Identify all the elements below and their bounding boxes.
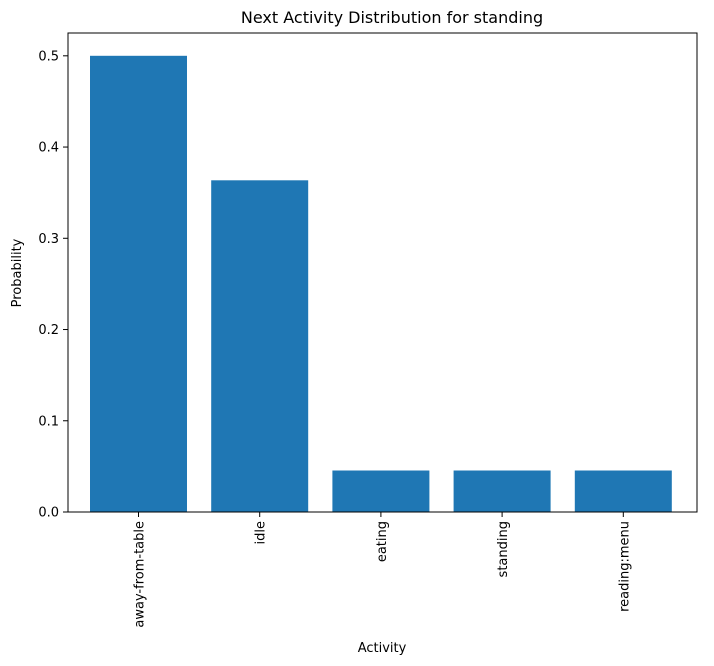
y-tick-label: 0.5 <box>38 49 59 64</box>
x-axis-ticks: away-from-table idle eating standing reading… <box>133 512 632 628</box>
x-tick-label: reading:menu <box>617 521 632 612</box>
x-tick-label: eating <box>375 521 390 562</box>
bar-reading-menu <box>574 470 672 512</box>
y-tick-label: 0.1 <box>38 414 59 429</box>
plot-frame <box>67 32 698 513</box>
x-tick-label: standing <box>496 521 511 577</box>
bar-idle <box>211 180 309 513</box>
y-tick-label: 0.2 <box>38 323 59 338</box>
chart-title: Next Activity Distribution for standing <box>241 8 543 27</box>
bar-eating <box>332 470 430 512</box>
y-axis-ticks: 0.0 0.1 0.2 0.3 0.4 0.5 <box>38 49 68 521</box>
y-tick-label: 0.3 <box>38 232 59 247</box>
y-tick-label: 0.4 <box>38 141 59 156</box>
x-tick-label: away-from-table <box>133 521 148 628</box>
bars-layer <box>90 55 672 513</box>
bar-standing <box>453 470 551 512</box>
y-axis-title: Probability <box>10 238 25 307</box>
x-axis-title: Activity <box>358 641 407 656</box>
x-tick-label: idle <box>254 521 269 544</box>
y-tick-label: 0.0 <box>38 506 59 521</box>
bar-away-from-table <box>90 55 187 513</box>
